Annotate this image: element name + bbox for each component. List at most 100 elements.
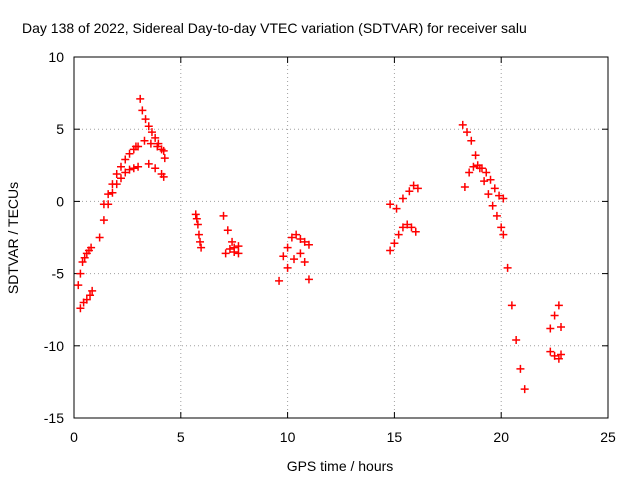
data-point <box>495 191 504 200</box>
data-point <box>134 142 143 151</box>
data-point <box>499 194 508 203</box>
data-point <box>405 187 414 196</box>
data-point <box>403 220 412 229</box>
data-point <box>304 275 313 284</box>
data-point <box>471 151 480 160</box>
data-point <box>497 223 506 232</box>
data-point <box>194 230 203 239</box>
chart-title: Day 138 of 2022, Sidereal Day-to-day VTE… <box>22 20 527 36</box>
data-point <box>234 249 243 258</box>
data-point <box>275 276 284 285</box>
data-point <box>88 286 97 295</box>
series-arc-s <box>546 347 566 363</box>
data-point <box>99 200 108 209</box>
series-arc-k <box>275 230 313 285</box>
data-point <box>507 301 516 310</box>
data-point <box>197 243 206 252</box>
data-point <box>516 364 525 373</box>
data-point <box>80 253 89 262</box>
data-point <box>129 164 138 173</box>
data-point <box>108 188 117 197</box>
data-point <box>146 139 155 148</box>
data-point <box>283 243 292 252</box>
data-point <box>490 184 499 193</box>
data-point <box>76 304 85 313</box>
data-point <box>193 220 202 229</box>
plot-area-border <box>73 56 609 419</box>
data-point <box>221 249 230 258</box>
x-tick-label: 10 <box>280 429 296 445</box>
data-point <box>160 154 169 163</box>
data-point <box>458 120 467 129</box>
data-point <box>557 350 566 359</box>
data-point <box>409 181 418 190</box>
axis-ticks <box>73 56 609 419</box>
y-tick-label: -5 <box>52 266 65 282</box>
data-point <box>304 240 313 249</box>
data-point <box>82 295 91 304</box>
data-point <box>398 223 407 232</box>
data-point <box>480 177 489 186</box>
series-arc-r <box>546 301 566 333</box>
y-axis-label: SDTVAR / TECUs <box>5 182 21 294</box>
series-arc-d <box>99 142 140 209</box>
data-point <box>413 184 422 193</box>
data-point <box>228 237 237 246</box>
data-point <box>392 204 401 213</box>
series-arc-b <box>76 286 97 313</box>
data-point <box>159 146 168 155</box>
data-point <box>300 237 309 246</box>
data-point <box>463 128 472 137</box>
data-point <box>390 239 399 248</box>
x-tick-labels: 0 5 10 15 20 25 <box>70 429 616 445</box>
data-point <box>300 258 309 267</box>
y-tick-label: -10 <box>44 338 64 354</box>
data-point <box>74 281 83 290</box>
data-point <box>225 245 234 254</box>
data-point <box>469 162 478 171</box>
x-tick-label: 20 <box>493 429 509 445</box>
data-point <box>192 214 201 223</box>
data-point <box>296 234 305 243</box>
data-point <box>477 164 486 173</box>
data-point <box>290 255 299 264</box>
data-point <box>78 258 87 267</box>
data-point <box>486 175 495 184</box>
grid-lines <box>74 57 608 418</box>
series-arc-m <box>386 220 420 255</box>
data-point <box>465 168 474 177</box>
data-point <box>86 291 95 300</box>
x-tick-label: 5 <box>177 429 185 445</box>
data-point <box>279 252 288 261</box>
series-arc-e <box>136 94 169 163</box>
data-point <box>550 351 559 360</box>
data-point <box>546 347 555 356</box>
data-point <box>394 230 403 239</box>
data-point <box>407 223 416 232</box>
series-arc-c <box>95 162 143 242</box>
data-point <box>99 216 108 225</box>
data-point <box>554 301 563 310</box>
data-point <box>492 211 501 220</box>
data-point <box>219 211 228 220</box>
data-point <box>95 233 104 242</box>
data-points <box>74 94 566 394</box>
data-point <box>138 106 147 115</box>
y-tick-label: 5 <box>56 121 64 137</box>
x-tick-label: 0 <box>70 429 78 445</box>
data-point <box>283 263 292 272</box>
data-point <box>87 243 96 252</box>
series-arc-q <box>499 230 529 394</box>
series-arc-i <box>219 211 243 258</box>
series-arc-g <box>144 159 168 181</box>
x-tick-label: 25 <box>600 429 616 445</box>
data-point <box>234 242 243 251</box>
data-point <box>550 311 559 320</box>
data-point <box>488 201 497 210</box>
data-point <box>108 180 117 189</box>
data-point <box>292 230 301 239</box>
y-tick-labels: -15 -10 -5 0 5 10 <box>44 49 64 426</box>
data-point <box>230 247 239 256</box>
data-point <box>116 174 125 183</box>
